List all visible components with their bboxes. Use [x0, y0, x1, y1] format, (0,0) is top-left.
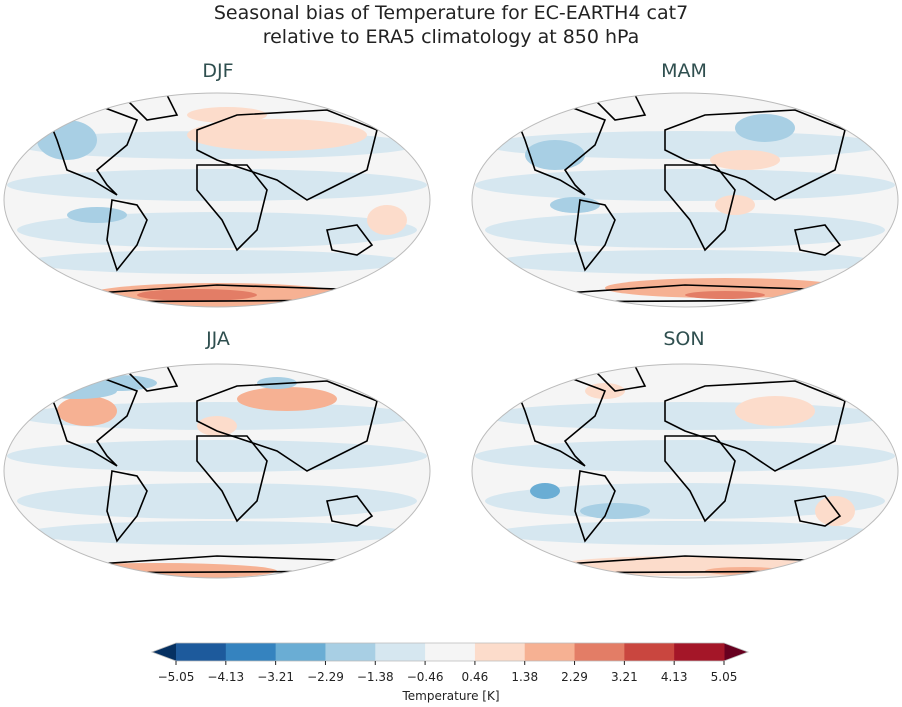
- map-border: [3, 363, 431, 579]
- colorbar: [150, 642, 750, 665]
- bias-region: [187, 119, 367, 151]
- coastline: [664, 109, 846, 201]
- colorbar-tick-label: 0.46: [461, 670, 489, 684]
- bias-region: [37, 563, 277, 578]
- coastline: [664, 380, 846, 472]
- bias-region: [550, 197, 600, 213]
- map-border: [3, 92, 431, 308]
- bias-region: [495, 521, 875, 545]
- colorbar-tick-label: 2.29: [561, 670, 588, 684]
- figure-title-line1: Seasonal bias of Temperature for EC-EART…: [213, 2, 689, 24]
- coastline: [106, 199, 148, 272]
- colorbar-bin: [375, 643, 426, 661]
- colorbar-tick-label: 1.38: [511, 670, 539, 684]
- bias-region: [815, 496, 855, 526]
- colorbar-under-arrow: [152, 643, 176, 661]
- colorbar-tick-label: 3.21: [611, 670, 638, 684]
- coastline: [513, 104, 607, 196]
- coastline: [45, 104, 139, 196]
- colorbar-bin: [574, 643, 625, 661]
- bias-region: [367, 205, 407, 235]
- map-jja: [3, 363, 431, 579]
- bias-region: [27, 250, 407, 274]
- colorbar-tick-label: −5.05: [157, 670, 195, 684]
- colorbar-bin: [325, 643, 376, 661]
- bias-region: [605, 278, 845, 298]
- colorbar-bin: [624, 643, 675, 661]
- map-son: [471, 363, 899, 579]
- panel-title-mam: MAM: [661, 60, 707, 82]
- panel-title-djf: DJF: [202, 60, 234, 82]
- colorbar-bin: [425, 643, 476, 661]
- colorbar-tick-label: 5.05: [710, 670, 738, 684]
- colorbar-bin: [275, 643, 326, 661]
- map-mam: [471, 92, 899, 308]
- bias-region: [7, 169, 427, 201]
- bias-region: [187, 107, 267, 123]
- coastline: [196, 380, 378, 472]
- coastline: [196, 435, 268, 523]
- bias-region: [37, 120, 97, 160]
- coastline: [196, 109, 378, 201]
- colorbar-bin: [474, 643, 526, 661]
- figure-title-line2: relative to ERA5 climatology at 850 hPa: [262, 26, 640, 48]
- colorbar-tick-label: −2.29: [307, 670, 344, 684]
- map-border: [471, 92, 899, 308]
- colorbar-tick-label: 4.13: [660, 670, 688, 684]
- colorbar-bin: [176, 643, 227, 661]
- bias-region: [525, 140, 585, 170]
- coastline: [106, 470, 148, 543]
- bias-region: [7, 440, 427, 472]
- bias-region: [735, 396, 815, 426]
- coastline: [326, 224, 374, 256]
- map-djf: [3, 92, 431, 308]
- colorbar-bin: [674, 643, 725, 661]
- coastline: [664, 435, 736, 523]
- coastline: [196, 164, 268, 252]
- colorbar-tick-label: −4.13: [207, 670, 245, 684]
- coastline: [794, 495, 842, 527]
- colorbar-label: Temperature [K]: [402, 689, 500, 703]
- bias-region: [685, 291, 765, 299]
- bias-region: [237, 387, 337, 411]
- bias-region: [495, 250, 875, 274]
- coastline: [574, 470, 616, 543]
- bias-region: [530, 483, 560, 499]
- bias-region: [67, 207, 127, 223]
- bias-region: [485, 212, 885, 248]
- colorbar-tick-label: −1.38: [356, 670, 394, 684]
- bias-region: [475, 440, 895, 472]
- colorbar-bin: [225, 643, 277, 661]
- coastline: [45, 375, 139, 467]
- map-border: [471, 363, 899, 579]
- bias-region: [715, 195, 755, 215]
- bias-region: [57, 396, 117, 426]
- bias-region: [735, 114, 795, 142]
- bias-region: [17, 483, 417, 519]
- bias-region: [580, 503, 650, 519]
- colorbar-tick-label: −0.46: [406, 670, 444, 684]
- bias-region: [17, 212, 417, 248]
- bias-region: [197, 416, 237, 436]
- bias-region: [27, 521, 407, 545]
- colorbar-bin: [524, 643, 576, 661]
- colorbar-tick-label: −3.21: [257, 670, 295, 684]
- coastline: [326, 495, 374, 527]
- bias-region: [710, 150, 780, 170]
- coastline: [574, 199, 616, 272]
- bias-region: [137, 289, 257, 301]
- panel-title-son: SON: [663, 328, 705, 350]
- coastline: [664, 164, 736, 252]
- bias-region: [475, 169, 895, 201]
- bias-region: [485, 402, 885, 430]
- colorbar-over-arrow: [724, 643, 748, 661]
- coastline: [513, 375, 607, 467]
- coastline: [794, 224, 842, 256]
- panel-title-jja: JJA: [206, 328, 230, 350]
